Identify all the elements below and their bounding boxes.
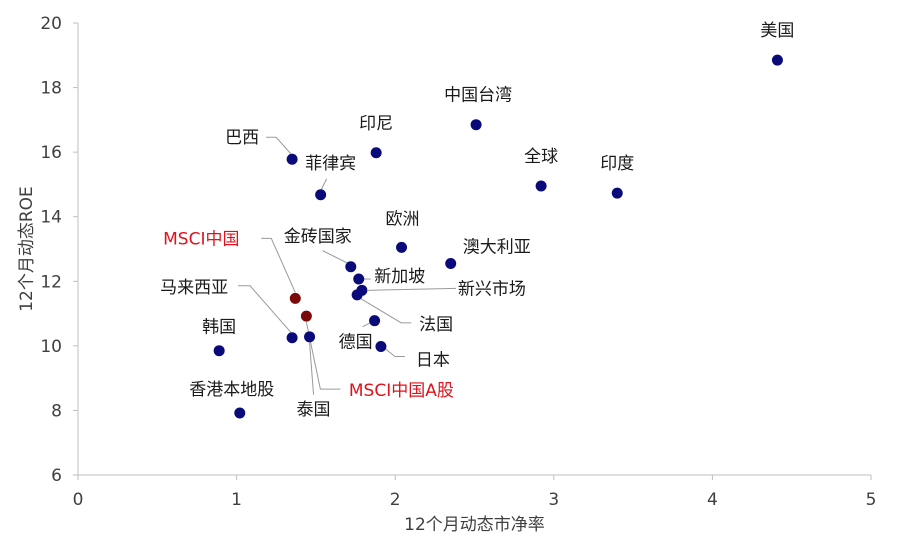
point-label: 美国: [760, 21, 794, 41]
point-label: 德国: [339, 333, 373, 353]
point-label: 新兴市场: [458, 279, 526, 299]
data-point: [286, 153, 298, 165]
x-tick-label: 3: [548, 490, 559, 510]
x-axis-title: 12个月动态市净率: [404, 515, 545, 535]
point-label: 菲律宾: [305, 154, 356, 174]
data-point: [345, 261, 357, 273]
data-point: [351, 289, 363, 301]
point-label: 泰国: [297, 400, 331, 420]
data-point: [771, 54, 783, 66]
data-point: [535, 180, 547, 192]
point-label: 韩国: [202, 318, 236, 338]
y-tick-label: 6: [51, 466, 62, 486]
y-tick-label: 16: [40, 143, 62, 163]
y-tick-label: 20: [40, 14, 62, 34]
point-label: 法国: [419, 315, 453, 335]
y-tick-label: 18: [40, 79, 62, 99]
point-label: 澳大利亚: [463, 238, 531, 258]
x-tick-label: 2: [390, 490, 401, 510]
data-point: [353, 273, 365, 285]
y-tick-label: 12: [40, 272, 62, 292]
leader-line: [309, 342, 315, 395]
data-point: [234, 407, 246, 419]
point-label: MSCI中国: [163, 229, 239, 249]
data-point: [611, 187, 623, 199]
leader-line: [320, 178, 328, 191]
x-tick-label: 1: [231, 490, 242, 510]
leader-line: [238, 285, 293, 335]
leader-line: [322, 250, 352, 266]
leader-line: [305, 322, 341, 390]
point-label: 中国台湾: [444, 86, 512, 106]
point-label: 日本: [416, 351, 450, 371]
data-point: [470, 119, 482, 131]
data-points: [213, 54, 783, 419]
data-point: [445, 258, 457, 270]
data-point: [304, 331, 316, 343]
data-point: [289, 292, 301, 304]
data-point: [300, 310, 312, 322]
y-tick-label: 10: [40, 337, 62, 357]
leader-line: [362, 322, 371, 328]
leader-line: [360, 298, 412, 324]
x-tick-label: 4: [707, 490, 718, 510]
leader-line: [384, 348, 405, 358]
x-tick-label: 0: [73, 490, 84, 510]
point-label: 欧洲: [386, 209, 420, 229]
point-label: 印尼: [359, 114, 393, 134]
data-point: [315, 189, 327, 201]
data-point: [396, 241, 408, 253]
leader-lines: [238, 136, 456, 395]
point-label: 马来西亚: [160, 278, 228, 298]
data-point: [375, 341, 387, 353]
data-point: [369, 315, 381, 327]
leader-line: [266, 136, 293, 156]
data-point: [213, 345, 225, 357]
leader-line: [367, 287, 456, 291]
point-label: 香港本地股: [189, 380, 274, 400]
y-axis-title: 12个月动态ROE: [17, 186, 37, 312]
point-label: 印度: [600, 154, 634, 174]
point-label: 全球: [524, 147, 558, 167]
data-point: [370, 147, 382, 159]
y-tick-label: 8: [51, 401, 62, 421]
point-label: 巴西: [225, 128, 259, 148]
data-point: [286, 332, 298, 344]
point-label: MSCI中国A股: [349, 381, 454, 401]
point-label: 金砖国家: [284, 227, 352, 247]
x-tick-label: 5: [866, 490, 877, 510]
leader-line: [261, 237, 296, 293]
point-label: 新加坡: [374, 267, 425, 287]
y-tick-label: 14: [40, 208, 62, 228]
